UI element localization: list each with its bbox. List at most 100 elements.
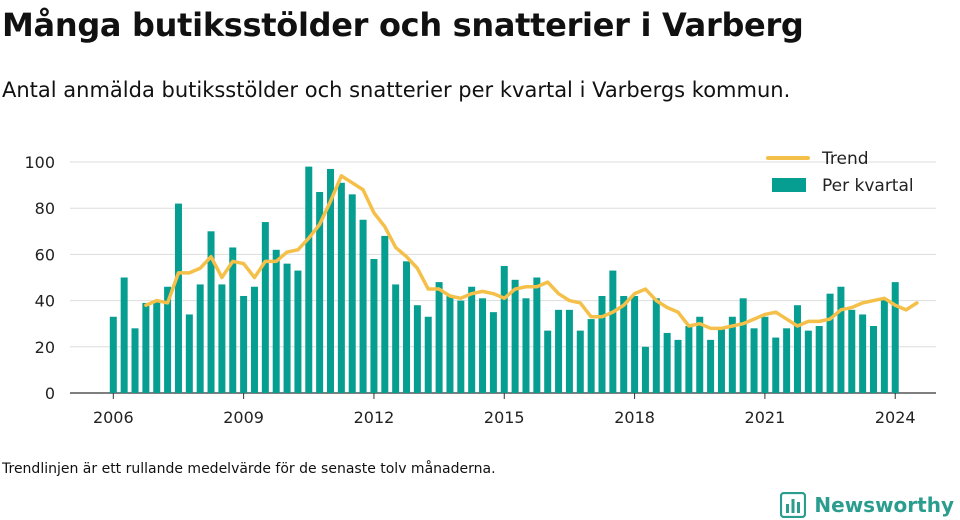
legend: Trend Per kvartal	[766, 149, 914, 196]
bar	[381, 235, 389, 393]
bar	[891, 282, 899, 393]
bar	[359, 219, 367, 393]
y-tick-label: 0	[45, 384, 55, 403]
bar	[609, 270, 617, 393]
bar	[218, 284, 226, 393]
bar	[565, 309, 573, 393]
x-tick-label: 2012	[354, 408, 395, 427]
bar	[370, 259, 378, 393]
bar	[403, 261, 411, 393]
x-tick-label: 2009	[223, 408, 264, 427]
bar	[316, 192, 324, 393]
footnote: Trendlinjen är ett rullande medelvärde f…	[2, 461, 496, 477]
bar	[424, 316, 432, 393]
bar	[783, 328, 791, 393]
bar	[229, 247, 237, 393]
bar	[337, 182, 345, 393]
y-tick-label: 40	[35, 292, 55, 311]
chart-title: Många butiksstölder och snatterier i Var…	[2, 6, 804, 44]
x-tick-label: 2024	[875, 408, 916, 427]
x-tick-label: 2018	[614, 408, 655, 427]
bar	[500, 265, 508, 393]
bar	[305, 166, 313, 393]
bar	[576, 330, 584, 393]
bar	[674, 339, 682, 393]
bar	[109, 316, 117, 393]
x-axis: 2006 2009 2012 2015 2018 2021 2024	[93, 393, 916, 427]
bar	[153, 300, 161, 393]
y-tick-label: 60	[35, 245, 55, 264]
bar	[131, 328, 139, 393]
bar	[739, 298, 747, 393]
bar	[815, 326, 823, 393]
bar	[859, 314, 867, 393]
bar	[544, 330, 552, 393]
bar	[457, 300, 465, 393]
bar	[793, 305, 801, 393]
legend-label-trend: Trend	[821, 149, 869, 169]
legend-swatch-bars	[772, 178, 806, 192]
x-tick-label: 2006	[93, 408, 134, 427]
bar	[196, 284, 204, 393]
bar	[717, 328, 725, 393]
bar	[631, 295, 639, 393]
bar	[272, 249, 280, 393]
trend-series	[144, 174, 919, 331]
bar	[392, 284, 400, 393]
y-tick-label: 20	[35, 338, 55, 357]
bar	[261, 222, 269, 393]
chart-subtitle: Antal anmälda butiksstölder och snatteri…	[2, 78, 791, 102]
bar	[294, 270, 302, 393]
brand-logo: Newsworthy	[780, 490, 954, 520]
bar-chart-logo-icon	[780, 492, 807, 518]
bar	[142, 302, 150, 393]
bar	[468, 286, 476, 393]
bar	[696, 316, 704, 393]
bar	[598, 295, 606, 393]
x-tick-label: 2021	[745, 408, 786, 427]
bar	[207, 231, 215, 393]
y-tick-label: 80	[35, 199, 55, 218]
bar	[250, 286, 258, 393]
bar	[435, 282, 443, 393]
bar	[479, 298, 487, 393]
bar	[533, 277, 541, 393]
bar	[511, 279, 519, 393]
quarterly-thefts-chart: 0 20 40 60 80 100 2006 2009 2012 2015 2018 2021 202…	[24, 149, 936, 427]
bar	[587, 319, 595, 393]
bar	[641, 346, 649, 393]
bar	[283, 263, 291, 393]
bar	[555, 309, 563, 393]
bar	[446, 295, 454, 393]
y-tick-label: 100	[24, 153, 55, 172]
bar	[848, 309, 856, 393]
bar	[761, 316, 769, 393]
bar	[707, 339, 715, 393]
bar	[837, 286, 845, 393]
bar	[120, 277, 128, 393]
brand-name: Newsworthy	[814, 493, 954, 517]
bar	[620, 295, 628, 393]
legend-label-bars: Per kvartal	[822, 176, 914, 196]
x-tick-label: 2015	[484, 408, 525, 427]
bar	[685, 326, 693, 393]
bar	[870, 326, 877, 393]
bar	[522, 298, 530, 393]
bar	[164, 286, 172, 393]
y-axis: 0 20 40 60 80 100	[24, 153, 55, 403]
bar	[348, 194, 356, 393]
bar	[880, 298, 888, 393]
bar	[413, 305, 421, 393]
bar	[772, 337, 780, 393]
bar	[728, 316, 736, 393]
bar	[240, 295, 248, 393]
bar	[327, 168, 334, 393]
bar	[804, 330, 812, 393]
bar	[174, 203, 182, 393]
bar	[489, 312, 497, 393]
bar	[750, 328, 758, 393]
bar	[663, 332, 671, 393]
trend-line	[144, 174, 919, 331]
bar	[185, 314, 193, 393]
bar-series	[109, 166, 899, 393]
